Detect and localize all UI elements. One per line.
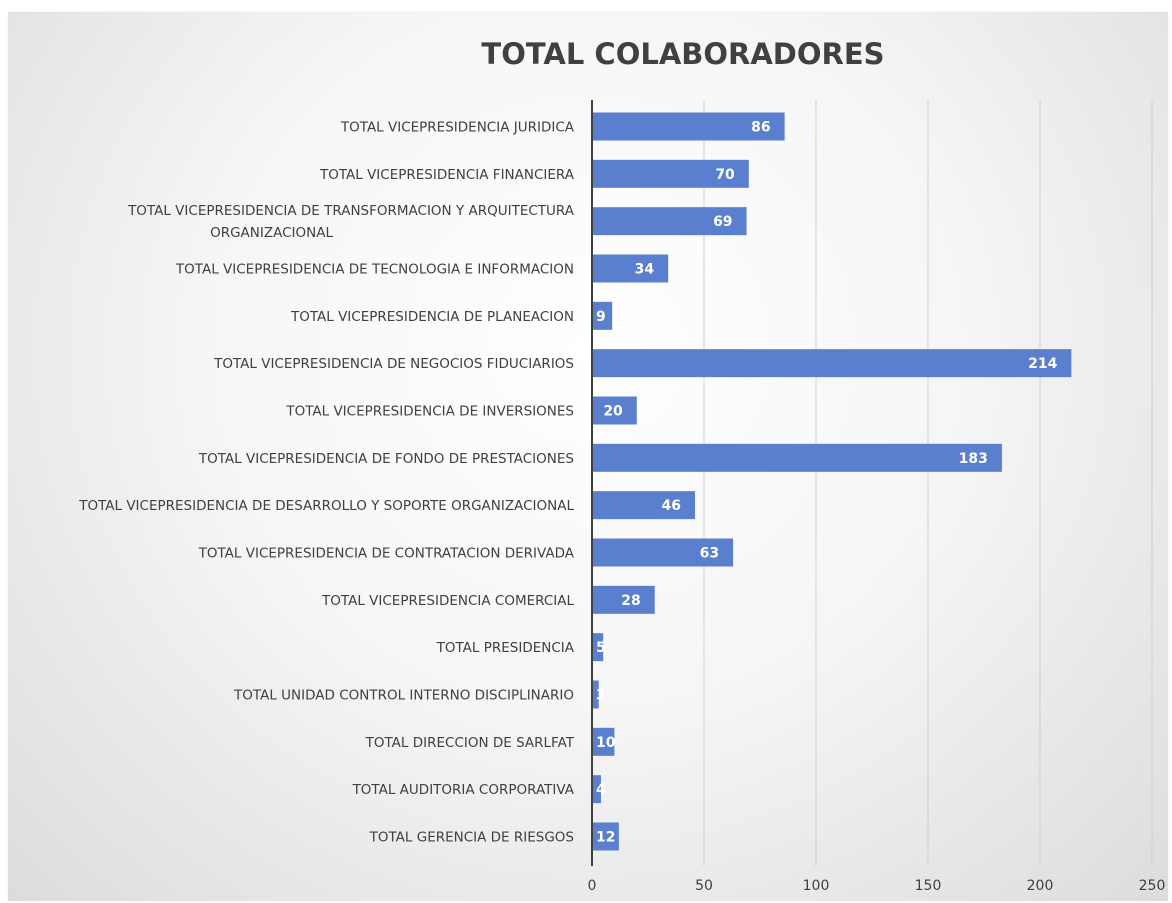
category-label: TOTAL VICEPRESIDENCIA DE FONDO DE PRESTA… [198, 451, 574, 467]
bar [592, 491, 696, 520]
category-label: TOTAL UNIDAD CONTROL INTERNO DISCIPLINAR… [233, 688, 574, 704]
category-label: TOTAL VICEPRESIDENCIA DE INVERSIONES [285, 404, 574, 420]
bar [592, 207, 747, 236]
x-axis-ticks: 0 50 100 150 200 250 [588, 878, 1166, 894]
bar [592, 254, 669, 283]
bar [592, 112, 785, 141]
bar [592, 585, 655, 614]
category-label: TOTAL VICEPRESIDENCIA DE CONTRATACION DE… [198, 546, 575, 562]
category-label: TOTAL VICEPRESIDENCIA DE TECNOLOGIA E IN… [175, 262, 574, 278]
chart-panel: TOTAL COLABORADORES TOTAL VICEPRESIDENCI… [8, 12, 1168, 901]
category-label: TOTAL AUDITORIA CORPORATIVA [352, 782, 575, 798]
category-label: TOTAL GERENCIA DE RIESGOS [369, 830, 574, 846]
bar [592, 301, 613, 330]
data-label: 70 [715, 167, 735, 183]
x-tick-label: 150 [915, 878, 942, 894]
bar [592, 727, 615, 756]
data-label: 183 [959, 451, 988, 467]
data-label: 3 [596, 688, 606, 704]
bar [592, 159, 749, 188]
category-label: TOTAL VICEPRESIDENCIA JURIDICA [340, 120, 575, 136]
bar [592, 822, 619, 851]
data-label: 86 [751, 120, 770, 136]
category-label: TOTAL PRESIDENCIA [436, 640, 575, 656]
data-label: 9 [596, 309, 606, 325]
category-label: TOTAL VICEPRESIDENCIA DE TRANSFORMACION … [127, 203, 575, 219]
bar [592, 633, 604, 662]
data-label: 69 [713, 214, 732, 230]
data-label: 46 [662, 498, 681, 514]
bar [592, 349, 1072, 378]
x-tick-label: 50 [695, 878, 713, 894]
bar [592, 396, 637, 425]
data-label: 28 [621, 593, 640, 609]
data-label: 20 [603, 404, 623, 420]
category-label: TOTAL DIRECCION DE SARLFAT [365, 735, 575, 751]
category-labels: TOTAL VICEPRESIDENCIA JURIDICA TOTAL VICE… [78, 120, 575, 846]
data-label: 4 [596, 782, 606, 798]
category-label: TOTAL VICEPRESIDENCIA DE DESARROLLO Y SO… [78, 498, 574, 514]
chart-title: TOTAL COLABORADORES [481, 37, 884, 71]
category-label: TOTAL VICEPRESIDENCIA DE NEGOCIOS FIDUCI… [213, 356, 574, 372]
bar [592, 680, 599, 709]
category-label: ORGANIZACIONAL [210, 225, 333, 241]
category-label: TOTAL VICEPRESIDENCIA DE PLANEACION [290, 309, 574, 325]
x-tick-label: 0 [588, 878, 597, 894]
bar [592, 775, 601, 804]
x-tick-label: 250 [1139, 878, 1166, 894]
data-label: 5 [596, 640, 606, 656]
data-label: 12 [596, 830, 615, 846]
category-label: TOTAL VICEPRESIDENCIA FINANCIERA [319, 167, 575, 183]
data-label: 63 [700, 546, 719, 562]
bar-chart: TOTAL COLABORADORES TOTAL VICEPRESIDENCI… [78, 37, 1166, 894]
bar [592, 443, 1002, 472]
data-label: 214 [1028, 356, 1057, 372]
category-label: TOTAL VICEPRESIDENCIA COMERCIAL [321, 593, 574, 609]
bar [592, 538, 734, 567]
x-tick-label: 200 [1027, 878, 1054, 894]
x-tick-label: 100 [803, 878, 830, 894]
data-label: 34 [635, 262, 655, 278]
bars [592, 112, 1072, 851]
data-labels: 86 70 69 34 9 214 20 183 46 63 28 5 3 10 4 12 [596, 120, 1058, 846]
gridlines [703, 100, 1153, 866]
data-label: 10 [596, 735, 616, 751]
